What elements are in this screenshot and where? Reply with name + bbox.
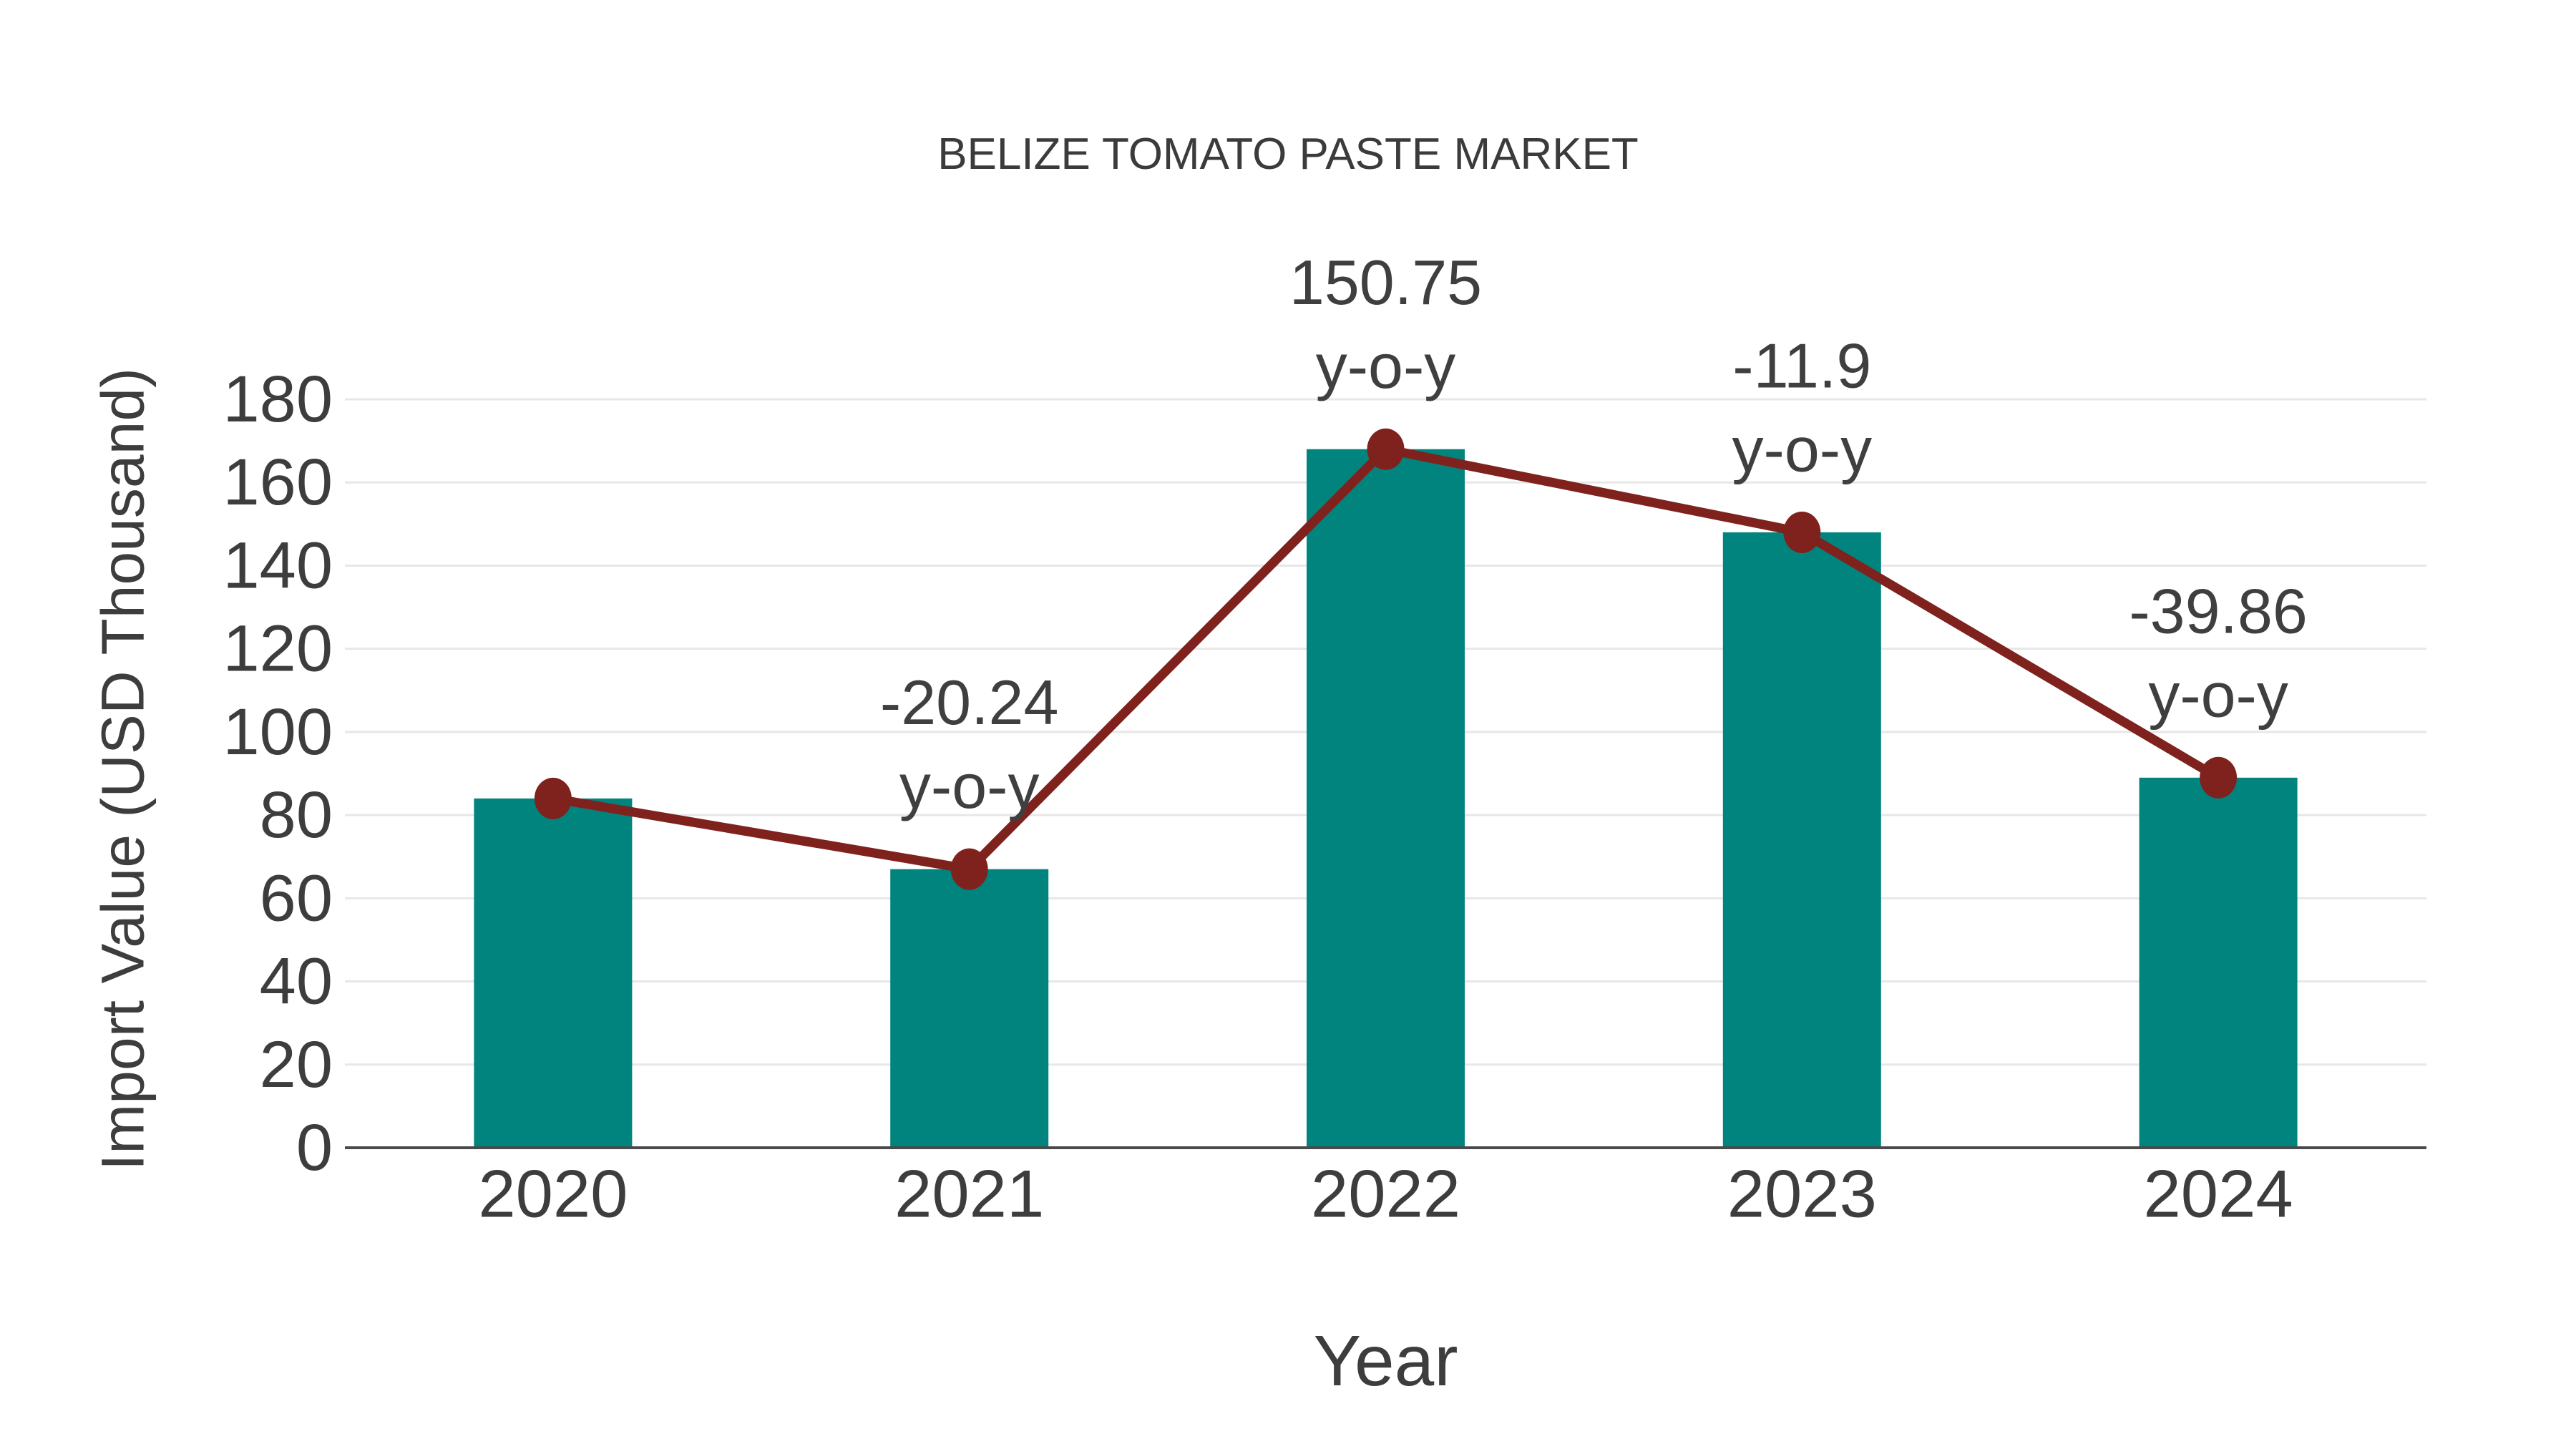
bar-2023 — [1722, 532, 1881, 1148]
marker-2024 — [2200, 756, 2238, 799]
y-tick-80: 80 — [260, 779, 333, 852]
y-tick-180: 180 — [223, 363, 333, 436]
annotation-2021-yoy: y-o-y — [899, 751, 1040, 821]
y-tick-40: 40 — [260, 945, 333, 1018]
annotation-2023-value: -11.9 — [1732, 330, 1871, 401]
bar-2021 — [890, 869, 1049, 1148]
y-tick-20: 20 — [260, 1028, 333, 1101]
marker-2023 — [1783, 511, 1821, 553]
y-tick-0: 0 — [296, 1111, 333, 1184]
x-tick-2024: 2024 — [2144, 1156, 2293, 1231]
y-tick-100: 100 — [223, 696, 333, 769]
annotation-2021-value: -20.24 — [880, 667, 1059, 738]
bar-2024 — [2139, 777, 2298, 1148]
y-tick-60: 60 — [260, 862, 333, 935]
y-tick-140: 140 — [223, 529, 333, 602]
x-tick-2021: 2021 — [894, 1156, 1044, 1231]
annotation-2024-yoy: y-o-y — [2148, 659, 2288, 730]
x-tick-2022: 2022 — [1311, 1156, 1460, 1231]
y-tick-120: 120 — [223, 613, 333, 686]
marker-2020 — [534, 777, 572, 819]
marker-2022 — [1367, 428, 1405, 470]
x-tick-2023: 2023 — [1727, 1156, 1877, 1231]
annotation-2022-value: 150.75 — [1289, 247, 1482, 318]
y-tick-160: 160 — [223, 446, 333, 519]
x-axis-title: Year — [1313, 1321, 1458, 1401]
x-tick-2020: 2020 — [478, 1156, 628, 1231]
annotation-2022-yoy: y-o-y — [1316, 331, 1456, 401]
annotation-2024-value: -39.86 — [2129, 575, 2308, 646]
bar-2020 — [474, 798, 633, 1148]
annotation-2023-yoy: y-o-y — [1732, 414, 1873, 484]
chart-title: BELIZE TOMATO PASTE MARKET — [937, 130, 1639, 179]
bar-2022 — [1307, 449, 1465, 1148]
marker-2021 — [950, 848, 988, 890]
